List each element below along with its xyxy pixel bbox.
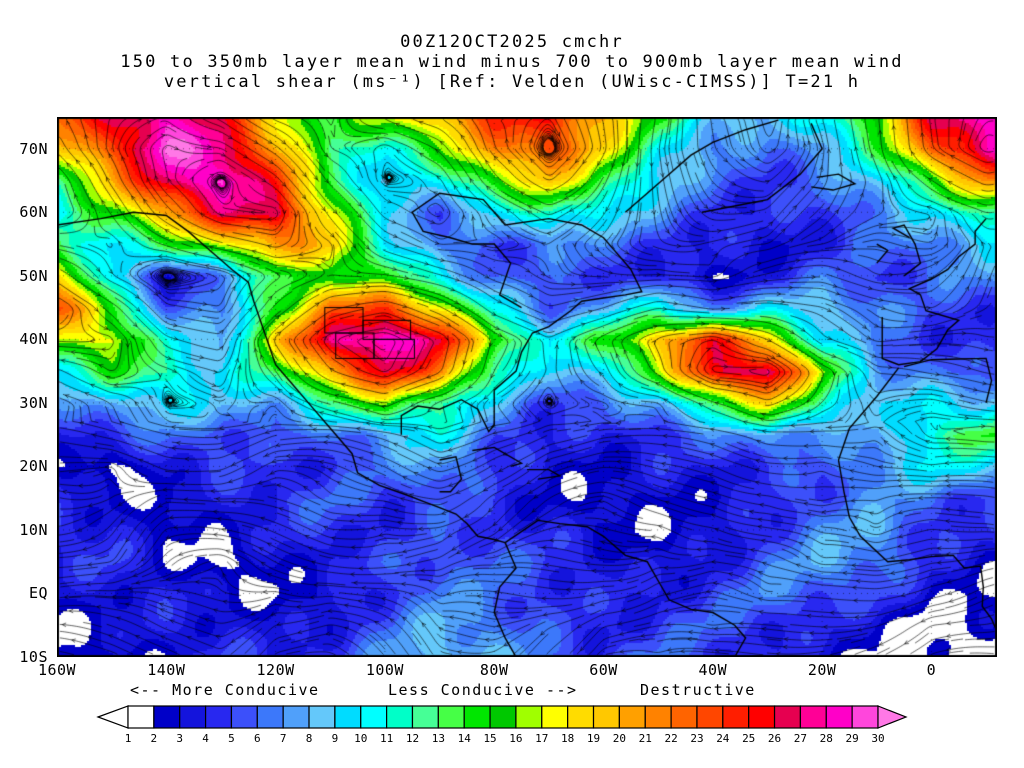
- colorbar-segment-27: [799, 705, 827, 729]
- colorbar-tick-4: 4: [202, 732, 209, 745]
- chart-title: 00Z12OCT2025 cmchr 150 to 350mb layer me…: [0, 32, 1024, 92]
- colorbar-segment-24: [722, 705, 750, 729]
- colorbar-segment-5: [230, 705, 258, 729]
- colorbar-svg: [96, 705, 908, 729]
- legend-less-conducive: Less Conducive -->: [388, 681, 578, 699]
- colorbar-tick-19: 19: [586, 732, 601, 745]
- colorbar-tick-10: 10: [354, 732, 368, 745]
- colorbar-segment-15: [489, 705, 517, 729]
- colorbar-legend: <-- More Conducive Less Conducive --> De…: [0, 681, 1024, 701]
- colorbar-segment-28: [825, 705, 853, 729]
- colorbar-tick-16: 16: [509, 732, 523, 745]
- colorbar-segment-14: [463, 705, 491, 729]
- colorbar-tick-7: 7: [279, 732, 287, 745]
- colorbar-tick-20: 20: [612, 732, 626, 745]
- colorbar-left-arrow: [96, 705, 129, 729]
- colorbar-segment-16: [515, 705, 543, 729]
- title-datetime: 00Z12OCT2025 cmchr: [400, 32, 624, 52]
- colorbar-segment-22: [670, 705, 698, 729]
- colorbar-segment-12: [411, 705, 439, 729]
- colorbar-right-arrow: [877, 705, 908, 729]
- lon-tick-20W: 20W: [807, 661, 837, 679]
- colorbar-tick-13: 13: [431, 732, 445, 745]
- colorbar-segment-6: [256, 705, 284, 729]
- colorbar-tick-6: 6: [253, 732, 261, 745]
- colorbar: [95, 704, 925, 730]
- colorbar-tick-8: 8: [305, 732, 313, 745]
- colorbar-tick-12: 12: [405, 732, 420, 745]
- colorbar-tick-26: 26: [767, 732, 782, 745]
- colorbar-segment-17: [541, 705, 569, 729]
- lat-tick-50N: 50N: [19, 266, 48, 285]
- colorbar-segment-7: [282, 705, 310, 729]
- lon-tick-80W: 80W: [479, 661, 509, 679]
- colorbar-tick-17: 17: [535, 732, 549, 745]
- colorbar-tick-15: 15: [483, 732, 497, 745]
- title-reference: vertical shear (ms⁻¹) [Ref: Velden (UWis…: [163, 72, 861, 92]
- colorbar-segment-18: [567, 705, 595, 729]
- title-description: 150 to 350mb layer mean wind minus 700 t…: [120, 52, 904, 72]
- colorbar-tick-5: 5: [228, 732, 235, 745]
- colorbar-segment-3: [179, 705, 207, 729]
- colorbar-tick-29: 29: [845, 732, 859, 745]
- colorbar-segment-11: [386, 705, 414, 729]
- lon-tick-0: 0: [926, 661, 937, 679]
- colorbar-tick-18: 18: [561, 732, 575, 745]
- legend-destructive: Destructive: [640, 681, 756, 699]
- colorbar-segment-9: [334, 705, 362, 729]
- colorbar-tick-3: 3: [176, 732, 184, 745]
- colorbar-segment-25: [748, 705, 776, 729]
- lat-tick-60N: 60N: [19, 203, 48, 222]
- lon-tick-140W: 140W: [147, 661, 186, 679]
- lat-tick-10N: 10N: [19, 520, 48, 539]
- lat-tick-10S: 10S: [19, 648, 48, 666]
- colorbar-tick-2: 2: [150, 732, 158, 745]
- colorbar-segment-8: [308, 705, 336, 729]
- colorbar-tick-30: 30: [871, 732, 885, 745]
- colorbar-segment-10: [360, 705, 388, 729]
- colorbar-segment-1: [127, 705, 155, 729]
- colorbar-tick-24: 24: [716, 732, 730, 745]
- colorbar-segment-29: [851, 705, 879, 729]
- colorbar-segment-4: [204, 705, 233, 729]
- lat-tick-40N: 40N: [19, 330, 48, 349]
- colorbar-segment-23: [696, 705, 724, 729]
- colorbar-tick-14: 14: [457, 732, 471, 745]
- colorbar-tick-25: 25: [742, 732, 756, 745]
- colorbar-segment-19: [592, 705, 620, 729]
- lon-tick-100W: 100W: [365, 661, 404, 679]
- colorbar-tick-9: 9: [331, 732, 339, 745]
- lat-tick-30N: 30N: [19, 393, 48, 412]
- colorbar-segment-2: [153, 705, 181, 729]
- colorbar-segment-20: [618, 705, 646, 729]
- lat-tick-20N: 20N: [19, 457, 48, 476]
- shear-streamline-map: [57, 117, 997, 657]
- colorbar-tick-28: 28: [819, 732, 833, 745]
- colorbar-tick-21: 21: [638, 732, 652, 745]
- legend-more-conducive: <-- More Conducive: [130, 681, 320, 699]
- lat-tick-70N: 70N: [19, 139, 48, 158]
- lon-tick-40W: 40W: [698, 661, 728, 679]
- lon-tick-120W: 120W: [256, 661, 295, 679]
- colorbar-tick-11: 11: [379, 732, 394, 745]
- colorbar-segment-21: [644, 705, 672, 729]
- colorbar-segment-26: [773, 705, 802, 729]
- colorbar-tick-22: 22: [664, 732, 678, 745]
- colorbar-tick-23: 23: [690, 732, 704, 745]
- lon-tick-60W: 60W: [589, 661, 618, 679]
- lat-tick-EQ: EQ: [28, 584, 48, 603]
- colorbar-tick-27: 27: [793, 732, 808, 745]
- colorbar-segment-13: [437, 705, 465, 729]
- lon-tick-160W: 160W: [37, 661, 77, 679]
- colorbar-tick-1: 1: [124, 732, 132, 745]
